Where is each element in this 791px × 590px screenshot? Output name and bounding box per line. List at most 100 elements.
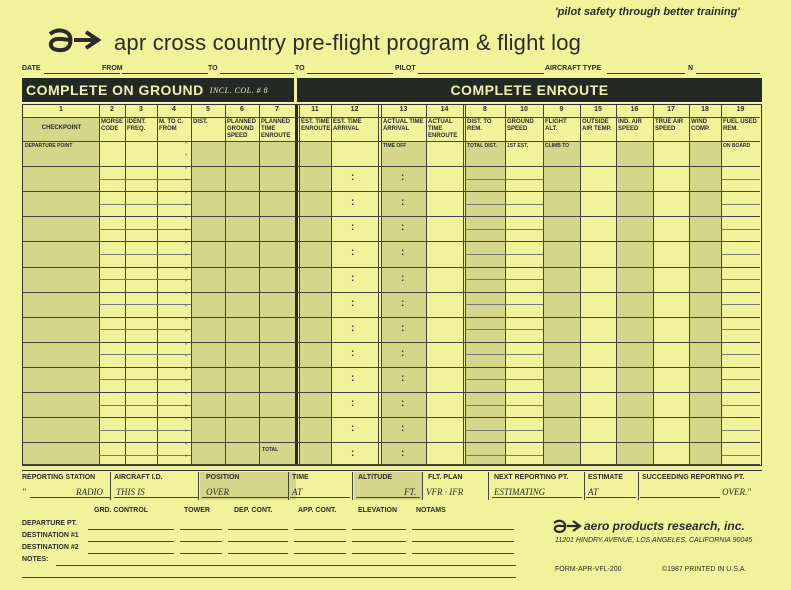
time-colon: :: [401, 247, 405, 258]
table-row[interactable]: [23, 216, 99, 241]
frequency-field[interactable]: [412, 529, 514, 530]
altitude-field[interactable]: [356, 497, 420, 498]
notes-field[interactable]: [56, 565, 516, 566]
column-header: TRUE AIR SPEED: [655, 119, 684, 132]
table-row[interactable]: [23, 166, 99, 191]
frequency-field[interactable]: [180, 553, 222, 554]
notes-field[interactable]: [22, 577, 516, 578]
time-field[interactable]: [290, 497, 350, 498]
table-row-subline: [721, 455, 760, 456]
aircraft-id-field[interactable]: [114, 497, 198, 498]
time-colon: :: [351, 172, 355, 183]
flight-plan-label: FLT. PLAN: [428, 474, 463, 481]
frequency-field[interactable]: [88, 529, 174, 530]
degree-mark: °: [185, 217, 188, 223]
table-row[interactable]: [23, 342, 99, 367]
frequency-field[interactable]: [88, 541, 174, 542]
table-row-subline: [465, 329, 543, 330]
destination-1-label: DESTINATION #1: [22, 532, 79, 539]
total-label: TOTAL: [262, 447, 279, 453]
column-header: ACTUAL TIME ENROUTE: [428, 119, 458, 139]
table-row[interactable]: [23, 367, 99, 392]
column-shade: [23, 141, 99, 464]
table-row-line: [23, 342, 760, 343]
header-line: [23, 117, 760, 118]
column-number: 9: [559, 106, 564, 113]
frequency-field[interactable]: [412, 553, 514, 554]
table-row-subline: [99, 329, 191, 330]
grd-control-header: GRD. CONTROL: [94, 507, 149, 514]
time-colon: :: [351, 222, 355, 233]
table-row-line: [23, 166, 760, 167]
time-colon: :: [401, 172, 405, 183]
frequency-field[interactable]: [412, 541, 514, 542]
next-reporting-pt-field[interactable]: [492, 497, 582, 498]
frequency-field[interactable]: [180, 541, 222, 542]
date-field[interactable]: [44, 73, 120, 74]
table-row[interactable]: [23, 241, 99, 266]
column-number: 16: [630, 106, 639, 113]
time-colon: :: [401, 197, 405, 208]
time-colon: :: [351, 273, 355, 284]
company-address: 11201 HINDRY AVENUE, LOS ANGELES, CALIFO…: [555, 537, 753, 544]
band-left-label: COMPLETE ON GROUND: [26, 82, 204, 98]
company-name: aero products research, inc.: [584, 519, 745, 533]
altitude-shade: [354, 472, 422, 500]
table-row-line: [23, 191, 760, 192]
pilot-field[interactable]: [418, 73, 544, 74]
to-field-1[interactable]: [220, 73, 294, 74]
table-row[interactable]: [23, 392, 99, 417]
frequency-field[interactable]: [180, 529, 222, 530]
column-header: DIST. TO REM.: [467, 119, 492, 132]
aircraft-type-field[interactable]: [607, 73, 685, 74]
frequency-field[interactable]: [294, 541, 346, 542]
date-label: DATE: [22, 65, 41, 72]
aircraft-type-label: AIRCRAFT TYPE: [545, 65, 601, 72]
table-row[interactable]: [23, 417, 99, 442]
frequency-field[interactable]: [228, 529, 288, 530]
estimate-label: ESTIMATE: [588, 474, 623, 481]
ft-value: FT.: [404, 487, 417, 497]
band-right-label: COMPLETE ENROUTE: [450, 82, 609, 98]
table-row[interactable]: [23, 267, 99, 292]
table-row-subline: [465, 354, 543, 355]
frequency-field[interactable]: [88, 553, 174, 554]
column-line: [99, 105, 100, 464]
table-row[interactable]: [23, 191, 99, 216]
reporting-station-field[interactable]: [30, 497, 110, 498]
n-number-field[interactable]: [696, 73, 760, 74]
frequency-field[interactable]: [352, 529, 406, 530]
degree-mark: °: [185, 393, 188, 399]
table-row[interactable]: [23, 292, 99, 317]
to-field-2[interactable]: [307, 73, 393, 74]
next-reporting-pt-label: NEXT REPORTING PT.: [494, 474, 569, 481]
table-row[interactable]: [23, 317, 99, 342]
frequency-field[interactable]: [352, 553, 406, 554]
from-field[interactable]: [122, 73, 208, 74]
degree-mark: °: [185, 455, 188, 461]
degree-mark: °: [185, 330, 188, 336]
table-row-line: [23, 267, 760, 268]
column-shade: [191, 141, 225, 464]
table-row-subline: [99, 204, 191, 205]
frequency-field[interactable]: [228, 553, 288, 554]
reporting-station-label: REPORTING STATION: [22, 474, 96, 481]
time-colon: :: [401, 298, 405, 309]
time-colon: :: [401, 398, 405, 409]
copyright: ©1987 PRINTED IN U.S.A.: [662, 566, 747, 573]
estimate-field[interactable]: [586, 497, 636, 498]
succeeding-reporting-pt-field[interactable]: [640, 497, 720, 498]
degree-mark: °: [185, 192, 188, 198]
position-field[interactable]: [202, 497, 288, 498]
frequency-field[interactable]: [294, 553, 346, 554]
frequency-field[interactable]: [294, 529, 346, 530]
frequency-field[interactable]: [352, 541, 406, 542]
column-shade: [465, 141, 505, 464]
frequency-field[interactable]: [228, 541, 288, 542]
column-line: [378, 105, 379, 464]
table-row-subline: [99, 405, 191, 406]
degree-mark: °: [185, 380, 188, 386]
column-number: 18: [701, 106, 709, 113]
section-divider: [295, 105, 298, 464]
column-number: 8: [483, 106, 487, 113]
